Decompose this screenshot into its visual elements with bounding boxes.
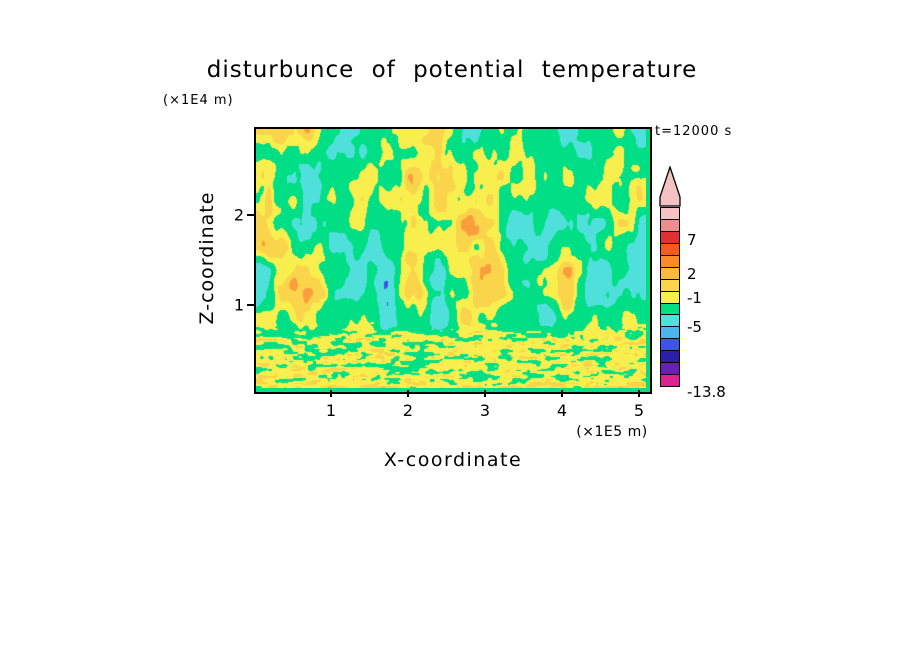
x-tick-label: 4 (556, 401, 568, 420)
z-tick-label: 1 (233, 295, 244, 315)
colorbar-segment (661, 314, 679, 327)
time-label: t=12000 s (655, 124, 733, 139)
colorbar-label: -5 (687, 317, 702, 336)
colorbar-label: -13.8 (687, 383, 726, 402)
colorbar-segment (661, 338, 679, 351)
z-tick-mark (247, 214, 254, 216)
x-tick-mark (484, 390, 486, 397)
colorbar-label: 7 (687, 231, 697, 250)
colorbar-segment (661, 302, 679, 315)
x-tick-mark (638, 390, 640, 397)
x-tick-mark (407, 390, 409, 397)
colorbar (660, 207, 680, 387)
z-axis-label: Z-coordinate (196, 191, 218, 325)
colorbar-arrow-icon (659, 166, 681, 207)
x-tick-mark (561, 390, 563, 397)
colorbar-segment (661, 242, 679, 255)
z-tick-mark (247, 304, 254, 306)
plot-frame (254, 127, 652, 394)
z-axis-unit: (×1E4 m) (163, 93, 234, 108)
x-tick-label: 3 (479, 401, 491, 420)
colorbar-segment (661, 290, 679, 303)
x-axis-label: X-coordinate (383, 449, 523, 471)
x-tick-label: 2 (402, 401, 414, 420)
x-tick-label: 5 (633, 401, 645, 420)
colorbar-label: -1 (687, 288, 702, 307)
x-axis-unit: (×1E5 m) (576, 424, 648, 440)
colorbar-segment (661, 326, 679, 339)
colorbar-label: 2 (687, 264, 697, 283)
colorbar-segment (661, 208, 679, 219)
colorbar-segment (661, 278, 679, 291)
colorbar-segment (661, 218, 679, 231)
chart-title: disturbunce of potential temperature (206, 57, 698, 83)
x-tick-label: 1 (325, 401, 337, 420)
colorbar-segment (661, 254, 679, 267)
colorbar-segment (661, 230, 679, 243)
colorbar-segment (661, 374, 679, 387)
z-tick-label: 2 (233, 205, 244, 225)
x-tick-mark (330, 390, 332, 397)
colorbar-segment (661, 266, 679, 279)
colorbar-segment (661, 362, 679, 375)
colorbar-segment (661, 350, 679, 363)
heatmap-canvas (256, 129, 646, 388)
